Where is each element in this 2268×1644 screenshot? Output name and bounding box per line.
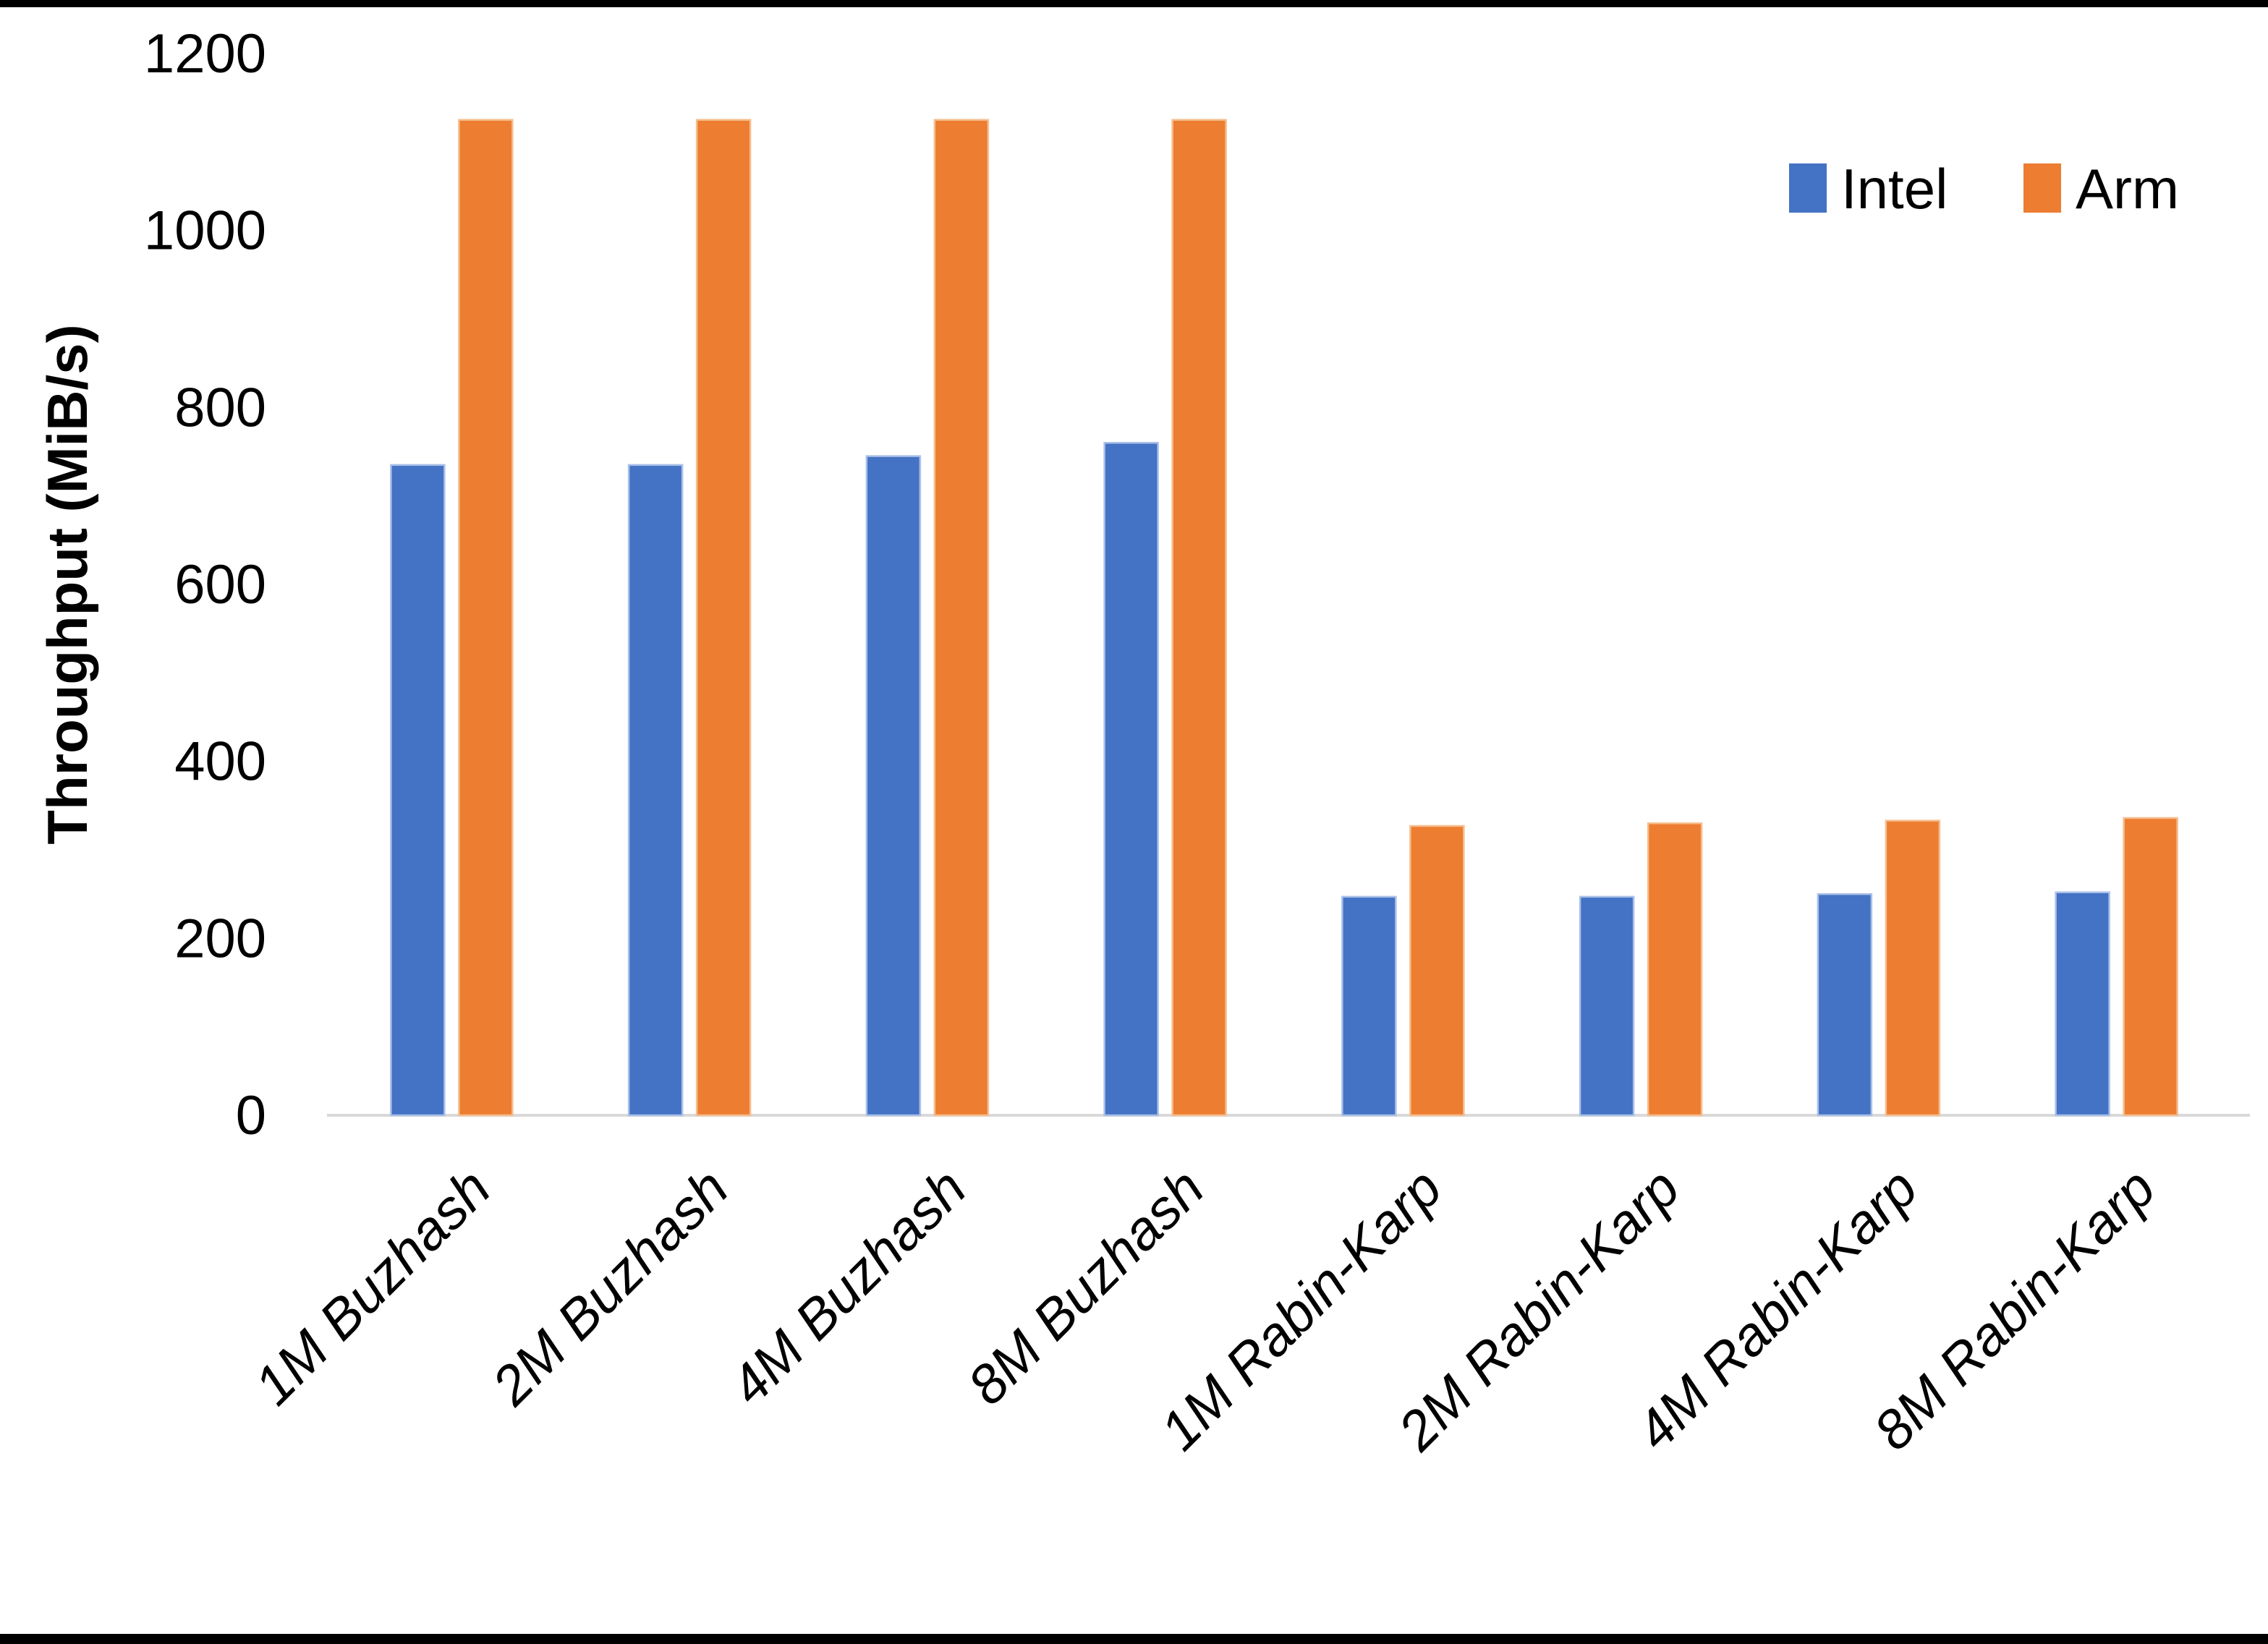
y-tick-label: 800 bbox=[174, 377, 266, 438]
bar-arm-8m-rabin-karp bbox=[2123, 817, 2178, 1117]
bar-arm-1m-buzhash bbox=[458, 119, 514, 1117]
legend-label-intel: Intel bbox=[1841, 157, 1948, 221]
x-axis-label: 1M Buzhash bbox=[243, 1157, 503, 1417]
bar-intel-1m-buzhash bbox=[390, 464, 446, 1117]
y-tick-label: 1000 bbox=[144, 200, 266, 262]
bar-intel-1m-rabin-karp bbox=[1341, 895, 1397, 1117]
bar-intel-2m-buzhash bbox=[627, 464, 684, 1117]
y-tick-label: 0 bbox=[236, 1085, 266, 1146]
bar-arm-2m-buzhash bbox=[695, 119, 752, 1117]
bar-intel-8m-rabin-karp bbox=[2055, 891, 2110, 1117]
bar-arm-4m-buzhash bbox=[933, 119, 990, 1117]
bar-intel-2m-rabin-karp bbox=[1579, 895, 1635, 1117]
bar-arm-2m-rabin-karp bbox=[1647, 822, 1703, 1117]
x-axis-label: 4M Buzhash bbox=[718, 1157, 978, 1417]
bar-arm-4m-rabin-karp bbox=[1885, 819, 1941, 1117]
legend-swatch-intel bbox=[1789, 163, 1827, 213]
y-tick-label: 200 bbox=[174, 908, 266, 969]
bottom-border bbox=[0, 1634, 2268, 1644]
x-axis-label: 8M Buzhash bbox=[956, 1157, 1216, 1417]
y-tick-label: 1200 bbox=[144, 23, 266, 85]
bar-arm-8m-buzhash bbox=[1171, 119, 1227, 1117]
x-axis-label: 2M Buzhash bbox=[480, 1157, 741, 1418]
legend-swatch-arm bbox=[2023, 163, 2061, 213]
bar-arm-1m-rabin-karp bbox=[1409, 825, 1465, 1117]
bar-intel-4m-rabin-karp bbox=[1817, 893, 1873, 1117]
top-border bbox=[0, 0, 2268, 7]
legend-label-arm: Arm bbox=[2076, 157, 2179, 221]
y-tick-label: 600 bbox=[174, 554, 266, 616]
bar-intel-4m-buzhash bbox=[865, 455, 922, 1117]
y-axis-title: Throughput (MiB/s) bbox=[35, 324, 99, 844]
y-tick-label: 400 bbox=[174, 731, 266, 793]
bar-intel-8m-buzhash bbox=[1103, 442, 1159, 1117]
